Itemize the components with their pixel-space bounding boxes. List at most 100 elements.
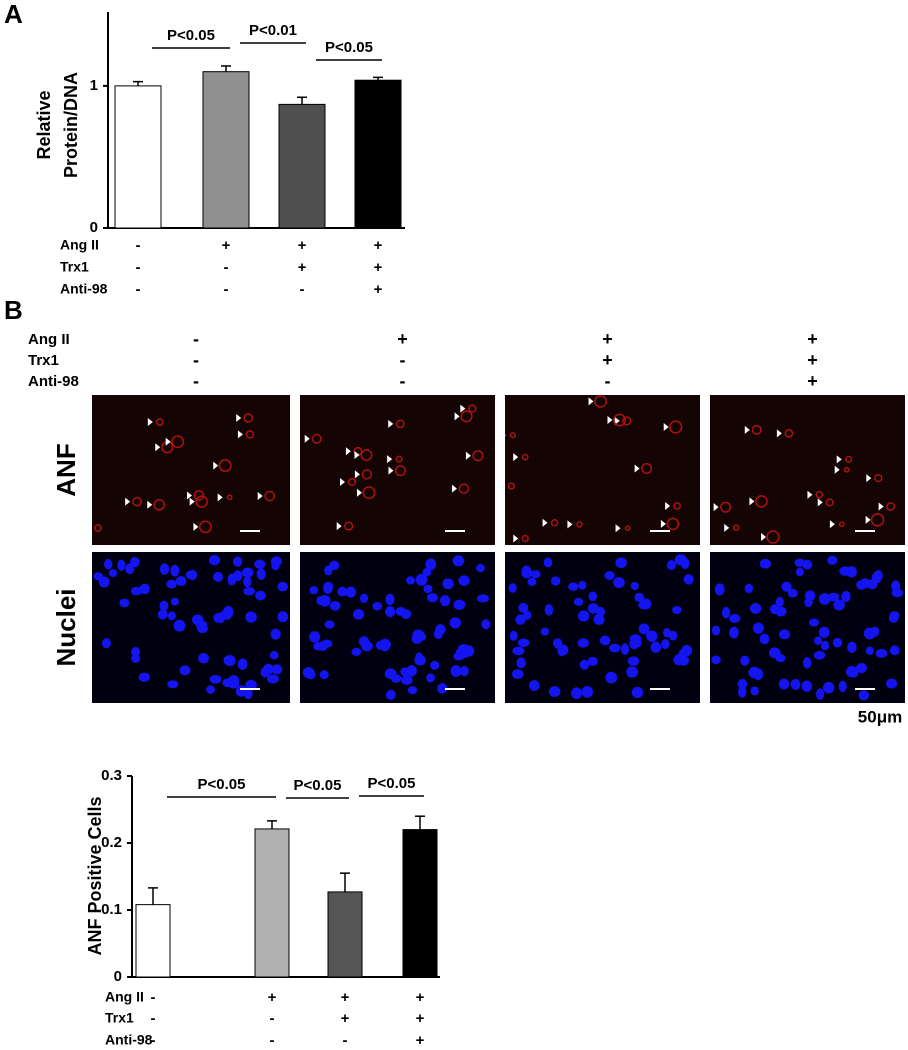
arrowhead: [878, 502, 884, 511]
anf-spot: [886, 502, 896, 511]
arrowhead: [607, 416, 613, 425]
nucleus: [324, 565, 333, 576]
arrowhead: [567, 520, 573, 529]
arrowhead: [542, 518, 548, 527]
nucleus: [233, 556, 243, 567]
arrowhead: [186, 491, 192, 500]
nucleus: [442, 578, 454, 590]
condition-sign: -: [136, 237, 141, 254]
nucleus: [816, 688, 825, 700]
nucleus: [888, 613, 899, 623]
anf-spot: [576, 521, 583, 528]
nucleus: [568, 582, 579, 591]
condition-sign: -: [605, 371, 611, 391]
nucleus: [813, 650, 826, 660]
condition-label: Ang II: [105, 989, 144, 1005]
anf-spot: [845, 455, 853, 463]
condition-sign: +: [807, 350, 818, 370]
nucleus: [530, 570, 541, 579]
nucleus: [832, 637, 843, 648]
anf-spot: [155, 418, 164, 426]
anf-spot: [394, 465, 406, 477]
nucleus: [345, 586, 357, 598]
anf-spot: [311, 433, 322, 444]
nucleus: [858, 690, 870, 701]
nucleus: [159, 600, 169, 612]
anf-spot: [264, 490, 276, 502]
nucleus: [737, 678, 748, 690]
anf-spot: [751, 424, 762, 435]
nucleus: [138, 672, 150, 682]
nucleus: [213, 571, 224, 582]
nucleus: [270, 628, 281, 640]
nucleus: [875, 648, 888, 658]
nucleus: [108, 569, 118, 578]
arrowhead: [354, 451, 360, 460]
nucleus: [768, 647, 781, 659]
nucleus: [407, 686, 418, 695]
bar: [354, 79, 402, 229]
nucleus: [206, 685, 215, 694]
anf-spot: [171, 435, 185, 449]
arrowhead: [189, 497, 195, 506]
anf-spot: [362, 486, 376, 500]
micrograph: [710, 395, 905, 545]
condition-sign: -: [136, 259, 141, 276]
micrograph: [92, 395, 290, 545]
nucleus: [359, 593, 369, 604]
condition-label: Trx1: [28, 352, 59, 369]
arrowhead: [836, 455, 842, 464]
significance-label: P<0.05: [167, 27, 215, 44]
condition-sign: +: [298, 259, 307, 276]
anf-spot: [94, 524, 102, 532]
anf-spot: [361, 469, 373, 480]
y-tick-label: 1: [90, 77, 98, 94]
error-bar: [148, 887, 158, 905]
y-axis-label: Protein/DNA: [61, 72, 81, 178]
nucleus: [548, 686, 561, 697]
nucleus: [375, 640, 385, 650]
arrowhead: [761, 532, 767, 541]
bar: [135, 904, 171, 978]
nucleus: [827, 555, 838, 565]
nucleus: [309, 631, 321, 643]
nucleus: [512, 646, 525, 656]
condition-sign: -: [224, 259, 229, 276]
nucleus: [790, 678, 801, 690]
nucleus: [615, 557, 627, 568]
anf-spot: [507, 482, 515, 490]
anf-spot: [784, 429, 794, 438]
condition-label: Anti-98: [28, 373, 79, 390]
nucleus: [588, 591, 597, 602]
nucleus: [267, 674, 279, 684]
nucleus: [254, 559, 266, 569]
nucleus: [833, 599, 845, 611]
row-label: ANF: [51, 443, 81, 496]
anf-spot: [472, 450, 484, 462]
arrowhead: [454, 412, 460, 421]
nucleus: [175, 576, 187, 587]
bar: [254, 828, 290, 978]
nucleus: [801, 680, 813, 692]
error-bar: [133, 80, 143, 86]
condition-label: Anti-98: [105, 1032, 153, 1048]
nucleus: [385, 606, 396, 618]
arrowhead: [634, 464, 640, 473]
nucleus: [463, 645, 475, 657]
micrograph: [505, 395, 700, 545]
error-bar: [415, 815, 425, 830]
error-bar: [221, 65, 231, 72]
nucleus: [459, 665, 469, 677]
anf-spot: [195, 495, 208, 508]
nucleus: [243, 587, 255, 596]
anf-spot: [755, 495, 768, 508]
condition-sign: +: [222, 237, 231, 254]
condition-label: Ang II: [28, 331, 70, 348]
nucleus: [820, 640, 830, 651]
arrowhead: [147, 500, 153, 509]
arrowhead: [388, 466, 394, 475]
nucleus: [415, 573, 428, 586]
error-bar: [297, 96, 307, 105]
nucleus: [573, 597, 584, 606]
